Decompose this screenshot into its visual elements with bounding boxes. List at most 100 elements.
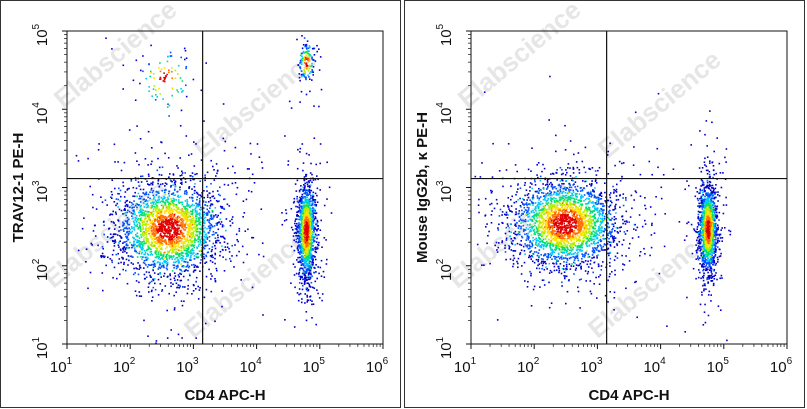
event-dot	[164, 251, 166, 254]
event-dot	[161, 256, 164, 258]
event-dot	[181, 80, 184, 82]
event-dot	[170, 186, 172, 188]
event-dot	[314, 60, 317, 62]
event-dot	[318, 241, 320, 244]
event-dot	[592, 226, 594, 228]
event-dot	[174, 251, 176, 254]
event-dot	[306, 270, 309, 272]
event-dot	[310, 65, 312, 68]
event-dot	[206, 208, 208, 211]
event-dot	[563, 268, 565, 270]
event-dot	[182, 275, 185, 278]
event-dot	[170, 180, 172, 182]
event-dot	[179, 236, 182, 239]
event-dot	[197, 241, 200, 243]
event-dot	[224, 237, 226, 240]
event-dot	[304, 278, 307, 280]
event-dot	[137, 244, 140, 246]
event-dot	[318, 48, 320, 50]
event-dot	[151, 201, 154, 204]
event-dot	[565, 254, 567, 257]
event-dot	[124, 191, 127, 193]
event-dot	[187, 223, 190, 226]
event-dot	[137, 273, 140, 276]
event-dot	[228, 247, 230, 250]
event-dot	[530, 274, 532, 277]
event-dot	[509, 235, 511, 237]
event-dot	[156, 216, 159, 219]
event-dot	[186, 231, 188, 233]
event-dot	[155, 191, 158, 193]
event-dot	[305, 189, 307, 192]
event-dot	[307, 275, 310, 277]
event-dot	[547, 256, 549, 259]
event-dot	[311, 235, 314, 237]
event-dot	[221, 248, 224, 251]
event-dot	[300, 251, 302, 253]
event-dot	[160, 252, 162, 255]
event-dot	[168, 292, 170, 295]
event-dot	[185, 84, 187, 87]
event-dot	[192, 263, 195, 266]
event-dot	[181, 201, 184, 204]
event-dot	[167, 157, 170, 159]
event-dot	[145, 223, 147, 225]
event-dot	[189, 179, 192, 182]
event-dot	[134, 290, 137, 292]
event-dot	[315, 163, 317, 166]
event-dot	[300, 52, 303, 55]
event-dot	[316, 277, 318, 280]
event-dot	[182, 235, 185, 238]
event-dot	[221, 207, 223, 209]
event-dot	[315, 271, 317, 273]
event-dot	[193, 236, 196, 238]
event-dot	[154, 99, 157, 101]
event-dot	[312, 262, 314, 264]
event-dot	[185, 67, 187, 70]
event-dot	[172, 245, 175, 248]
event-dot	[163, 225, 166, 227]
event-dot	[307, 208, 310, 210]
event-dot	[157, 190, 160, 193]
event-dot	[195, 206, 197, 208]
event-dot	[109, 258, 112, 260]
event-dot	[145, 213, 147, 215]
event-dot	[154, 219, 156, 221]
event-dot	[139, 219, 142, 221]
event-dot	[168, 208, 171, 211]
event-dot	[290, 107, 293, 109]
event-dot	[160, 209, 163, 211]
event-dot	[301, 246, 303, 248]
event-dot	[156, 169, 159, 172]
event-dot	[200, 159, 203, 161]
event-dot	[195, 227, 197, 230]
event-dot	[182, 228, 185, 230]
event-dot	[94, 235, 97, 237]
event-dot	[165, 240, 167, 242]
event-dot	[319, 229, 322, 231]
event-dot	[557, 255, 560, 258]
event-dot	[168, 245, 171, 248]
event-dot	[305, 319, 308, 322]
event-dot	[300, 229, 303, 232]
event-dot	[151, 242, 153, 244]
event-dot	[164, 75, 167, 77]
event-dot	[151, 160, 153, 163]
event-dot	[298, 238, 300, 241]
event-dot	[262, 255, 265, 258]
event-dot	[304, 209, 307, 211]
event-dot	[300, 202, 303, 205]
event-dot	[305, 219, 308, 222]
event-dot	[123, 263, 125, 265]
event-dot	[299, 256, 301, 259]
event-dot	[301, 59, 303, 62]
event-dot	[301, 220, 304, 222]
event-dot	[114, 187, 116, 190]
event-dot	[204, 226, 206, 229]
event-dot	[133, 210, 135, 213]
event-dot	[174, 69, 177, 72]
event-dot	[117, 244, 120, 246]
event-dot	[312, 66, 315, 68]
event-dot	[185, 95, 188, 98]
event-dot	[313, 266, 315, 269]
